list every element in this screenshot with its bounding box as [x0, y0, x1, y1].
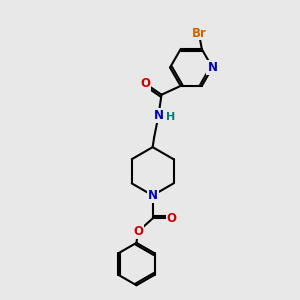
Text: O: O: [167, 212, 177, 225]
Text: H: H: [166, 112, 176, 122]
Text: N: N: [207, 61, 218, 74]
Text: N: N: [154, 109, 164, 122]
Text: O: O: [133, 225, 143, 238]
Text: O: O: [140, 77, 150, 90]
Text: Br: Br: [191, 26, 206, 40]
Text: N: N: [148, 189, 158, 202]
